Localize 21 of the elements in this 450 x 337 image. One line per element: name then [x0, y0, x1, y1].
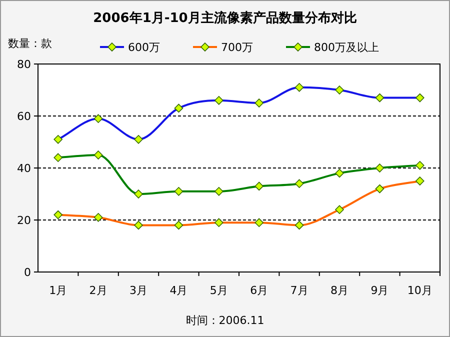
- text: 时间：2006.11: [186, 314, 264, 327]
- y-tick-label: 0: [24, 266, 31, 279]
- x-tick-label: 5月: [210, 284, 228, 297]
- y-tick-label: 60: [17, 110, 31, 123]
- x-tick-label: 10月: [407, 284, 432, 297]
- y-axis-title: 数量：款: [8, 37, 52, 50]
- x-tick-label: 1月: [49, 284, 68, 297]
- legend-label: 600万: [128, 41, 160, 54]
- x-tick-label: 9月: [370, 284, 389, 297]
- y-tick-label: 20: [17, 214, 31, 227]
- x-tick-label: 8月: [330, 284, 348, 297]
- legend-label: 800万及以上: [314, 41, 379, 54]
- legend-label: 700万: [221, 41, 253, 54]
- y-tick-label: 80: [17, 58, 31, 71]
- y-tick-label: 40: [17, 162, 31, 175]
- x-tick-label: 6月: [250, 284, 268, 297]
- x-tick-label: 3月: [130, 284, 148, 297]
- chart-title: 2006年1月-10月主流像素产品数量分布对比: [93, 10, 357, 26]
- x-tick-label: 4月: [170, 284, 188, 297]
- x-tick-label: 2月: [89, 284, 108, 297]
- x-tick-label: 7月: [290, 284, 308, 297]
